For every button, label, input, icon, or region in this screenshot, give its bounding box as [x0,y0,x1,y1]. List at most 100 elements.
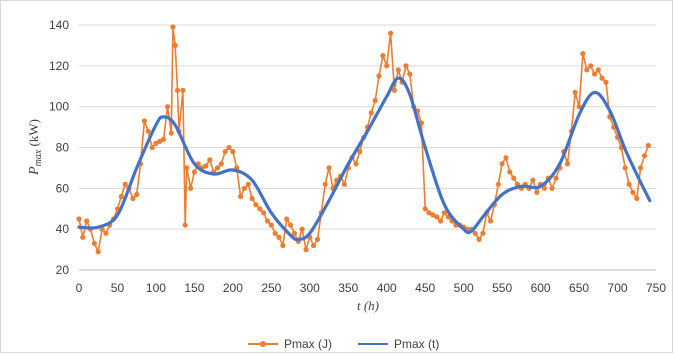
series-pmax-j-point [276,234,282,240]
legend-marker-series-1 [260,341,266,347]
series-pmax-j-point [288,222,294,228]
y-axis-title-sub: max [33,149,44,166]
y-axis-title: Pmax (kW) [26,119,44,176]
series-pmax-j-point [634,195,640,202]
series-pmax-j-point [576,104,582,110]
series-pmax-j-point [311,242,317,249]
series-pmax-j-point [422,206,428,212]
y-tick-label-140: 140 [49,18,69,32]
series-pmax-j-point [438,218,444,224]
series-pmax-j-point [134,191,140,198]
series-pmax-j-point [95,249,101,255]
series-pmax-j-point [184,165,190,171]
series-pmax-j-point [476,236,482,242]
series-pmax-j-point [191,169,197,175]
series-pmax-j-point [84,218,90,224]
series-pmax-j-point [353,161,359,167]
y-tick-labels: 20 40 60 80 100 120 140 [49,18,69,277]
series-pmax-j-point [580,51,586,57]
series-pmax-j-point [241,185,247,191]
series-pmax-j-point [368,110,374,116]
series-pmax-j-point [488,218,494,224]
x-tick-label-300: 300 [300,281,320,295]
series-pmax-j-point [168,130,174,136]
series-pmax-j-point [588,63,594,69]
series-pmax-j-point [91,240,97,247]
series-pmax-j-point [395,67,401,73]
series-pmax-j-point [326,165,332,171]
series-pmax-j-point [103,230,109,236]
x-tick-label-550: 550 [492,281,512,295]
x-tick-label-600: 600 [531,281,551,295]
x-tick-label-100: 100 [146,281,166,295]
legend-item-series-2: Pmax (t) [358,337,439,351]
series-pmax-j-point [534,189,540,195]
series-pmax-j-point [434,214,440,220]
series-pmax-j-point [595,67,601,73]
x-tick-label-400: 400 [377,281,397,295]
series-pmax-j-point [130,195,136,202]
series-pmax-j-point [622,165,628,171]
series-pmax-j-point [174,87,181,93]
series-pmax-j-point [480,230,486,236]
x-tick-labels: 0 50 100 150 200 250 300 350 400 450 500 550 600 650 7… [76,281,667,295]
series-pmax-j-point [76,216,82,222]
series-pmax-j-point [511,175,517,181]
y-tick-label-20: 20 [56,263,70,277]
legend-item-series-1: Pmax (J) [248,337,332,351]
y-tick-label-60: 60 [56,181,70,195]
series-pmax-j-point [591,71,598,77]
series-pmax-j-point [203,163,209,169]
series-pmax-j-point [172,42,178,49]
series-pmax-j-point [472,230,478,236]
series-pmax-j-point [376,73,382,79]
series-pmax-j-point [182,222,188,228]
series-pmax-j-point [207,157,213,163]
series-pmax-j-point [280,242,286,249]
y-tick-label-100: 100 [49,100,69,114]
series-pmax-j-point [549,185,555,191]
series-pmax-j-point [118,193,124,200]
series-pmax-j-point [214,165,221,171]
series-pmax-j-point [226,144,232,151]
y-tick-label-40: 40 [56,222,70,236]
y-axis-title-unit: (kW) [26,119,41,150]
y-axis-title-main: P [27,166,42,176]
series-pmax-j-point [222,149,228,155]
series-pmax-j-point [495,181,501,187]
series-pmax-j-point [218,161,224,167]
series-pmax-j-point [303,247,309,253]
series-pmax-j-point [161,136,167,142]
legend-label-series-2: Pmax (t) [394,337,439,351]
series-pmax-j-point [507,169,513,175]
series-pmax-j-point [272,230,278,236]
x-tick-label-50: 50 [111,281,125,295]
series-pmax-j-point [264,218,271,224]
legend-label-series-1: Pmax (J) [284,337,332,351]
plot-area [76,24,652,255]
series-pmax-j-point [153,140,159,146]
series-pmax-j-point [341,181,347,187]
series-pmax-j-point [253,202,259,208]
series-pmax-j-point [170,24,176,30]
series-pmax-j-point [645,142,651,149]
series-pmax-j-point [407,71,413,77]
series-pmax-t-line [77,76,652,242]
x-tick-label-150: 150 [184,281,204,295]
series-pmax-j-point [291,230,297,236]
x-tick-label-200: 200 [223,281,243,295]
x-tick-label-0: 0 [76,281,83,295]
series-pmax-j-point [188,185,194,191]
series-pmax-j-point [80,234,86,240]
series-pmax-j-point [553,175,559,181]
series-pmax-j-point [403,63,409,69]
series-pmax-j-point [245,181,251,187]
x-tick-label-750: 750 [646,281,666,295]
series-pmax-j-point [230,149,236,155]
series-pmax-j-point [145,128,151,134]
legend: Pmax (J) Pmax (t) [248,337,439,351]
series-pmax-j-point [257,206,263,212]
series-pmax-j-point [384,63,390,69]
